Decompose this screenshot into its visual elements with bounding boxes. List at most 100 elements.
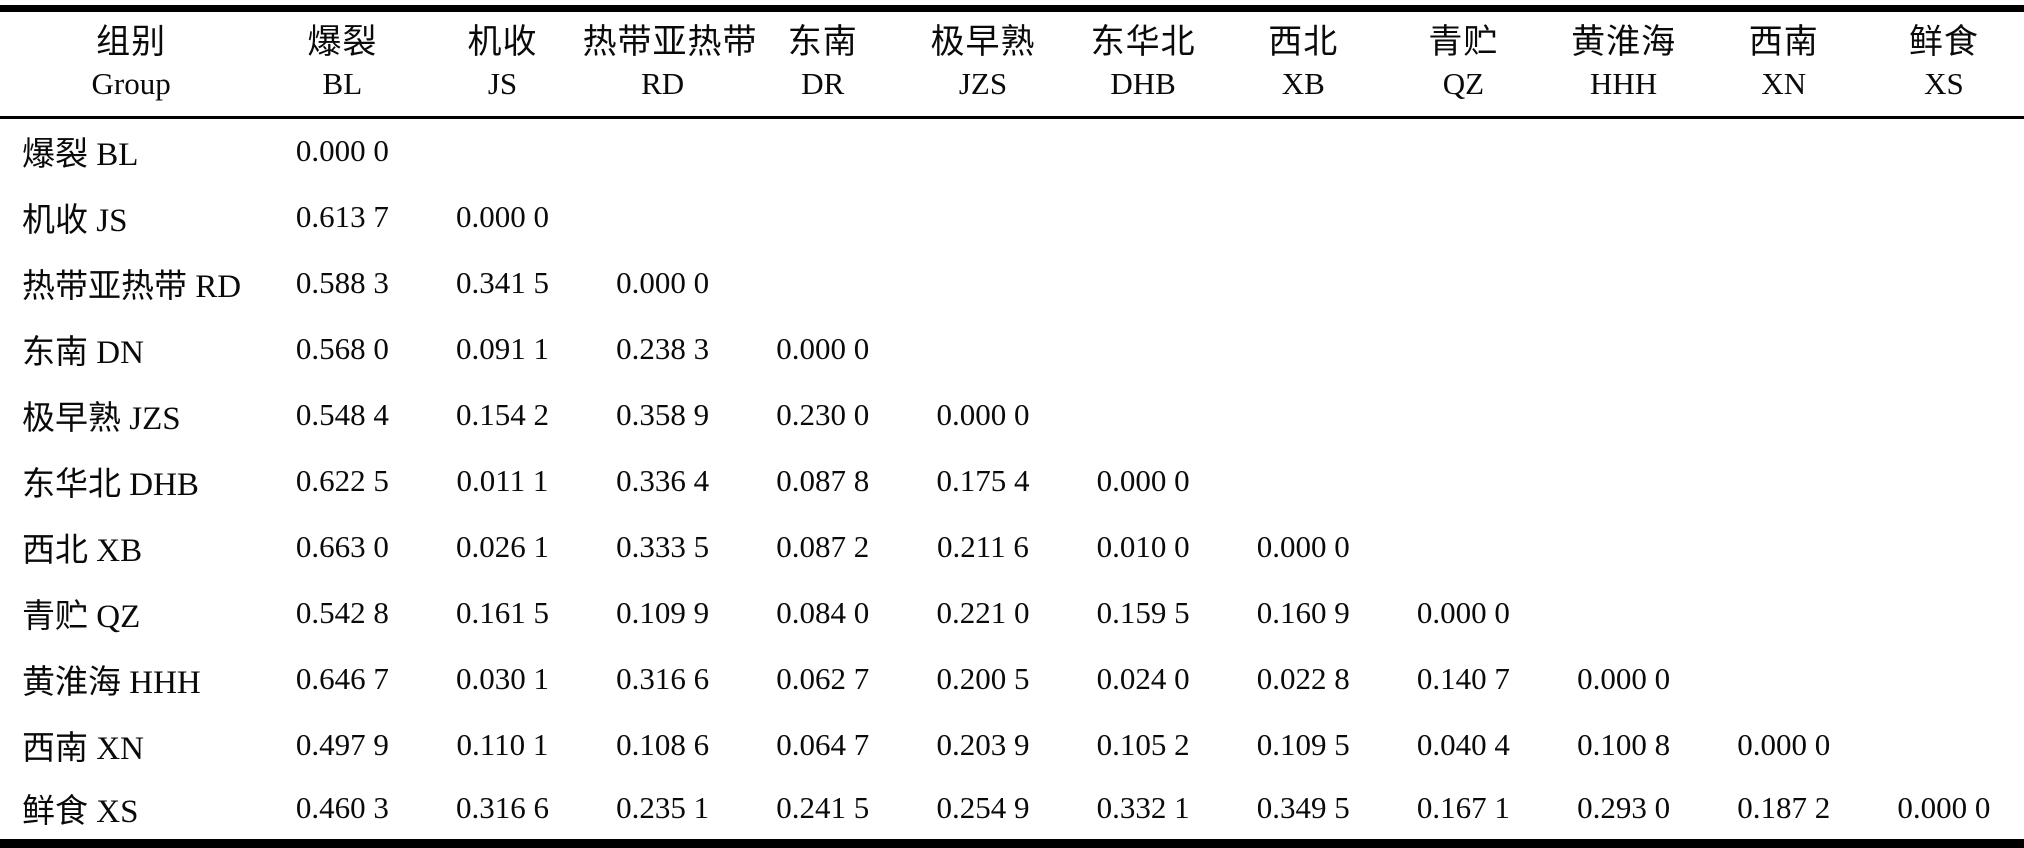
distance-value-cell: 0.000 0 (776, 330, 870, 366)
empty-cell (743, 118, 903, 184)
distance-value-cell: 0.105 2 (1096, 726, 1190, 762)
distance-value-cell: 0.040 4 (1416, 726, 1510, 762)
table-body: 爆裂 BL 0.000 0 机收 JS 0.613 7 0.000 0 热带亚热带 RD 0… (0, 118, 2024, 844)
empty-cell (1864, 382, 2024, 448)
column-header-chinese: 东华北 (1090, 24, 1196, 61)
column-header-chinese: 机收 (467, 24, 538, 61)
column-header-code: RD (641, 66, 685, 101)
table-row: 机收 JS 0.613 7 0.000 0 (0, 184, 2024, 250)
empty-cell (1544, 250, 1704, 316)
table-header: 组别 Group 爆裂 BL 机收 JS 热带亚热带 RD 东南 DR 极早熟 JZS 东华北 DHB 西北… (0, 8, 2024, 119)
empty-cell (1704, 646, 1864, 712)
row-label: 鲜食 XS (22, 794, 139, 831)
distance-value-cell: 0.542 8 (295, 594, 389, 630)
empty-cell (743, 250, 903, 316)
column-header-code: Group (91, 66, 171, 101)
distance-value-cell: 0.200 5 (936, 660, 1030, 696)
column-header-jzs: 极早熟 JZS (902, 8, 1064, 119)
row-label: 爆裂 BL (22, 137, 139, 174)
distance-value-cell: 0.161 5 (455, 594, 549, 630)
column-header-qz: 青贮 QZ (1383, 8, 1544, 119)
distance-value-cell: 0.022 8 (1256, 660, 1350, 696)
empty-cell (1223, 118, 1383, 184)
distance-value-cell: 0.024 0 (1096, 660, 1190, 696)
row-label: 东华北 DHB (22, 466, 199, 503)
distance-value-cell: 0.084 0 (776, 594, 870, 630)
column-header-code: BL (322, 66, 363, 101)
distance-value-cell: 0.646 7 (295, 660, 389, 696)
distance-value-cell: 0.341 5 (455, 264, 549, 300)
distance-value-cell: 0.316 6 (616, 660, 710, 696)
column-header-chinese: 黄淮海 (1571, 24, 1677, 61)
distance-value-cell: 0.010 0 (1096, 528, 1190, 564)
row-label: 极早熟 JZS (22, 400, 181, 437)
distance-value-cell: 0.230 0 (776, 396, 870, 432)
empty-cell (1383, 250, 1543, 316)
table-row: 青贮 QZ 0.542 8 0.161 5 0.109 9 0.084 0 0.221 0… (0, 580, 2024, 646)
empty-cell (583, 184, 743, 250)
empty-cell (1063, 118, 1223, 184)
empty-cell (1704, 382, 1864, 448)
empty-cell (1544, 514, 1704, 580)
table-row: 西南 XN 0.497 9 0.110 1 0.108 6 0.064 7 0.203 9… (0, 712, 2024, 778)
empty-cell (1704, 316, 1864, 382)
empty-cell (1383, 118, 1543, 184)
distance-value-cell: 0.316 6 (455, 790, 549, 826)
distance-value-cell: 0.030 1 (455, 660, 549, 696)
empty-cell (1223, 316, 1383, 382)
distance-value-cell: 0.622 5 (295, 462, 389, 498)
table-row: 爆裂 BL 0.000 0 (0, 118, 2024, 184)
distance-value-cell: 0.254 9 (936, 790, 1030, 826)
distance-value-cell: 0.333 5 (616, 528, 710, 564)
distance-value-cell: 0.167 1 (1416, 790, 1510, 826)
column-header-chinese: 热带亚热带 (582, 24, 758, 61)
table-row: 极早熟 JZS 0.548 4 0.154 2 0.358 9 0.230 0 0.000… (0, 382, 2024, 448)
distance-value-cell: 0.175 4 (936, 462, 1030, 498)
empty-cell (1704, 580, 1864, 646)
column-header-chinese: 爆裂 (307, 24, 378, 61)
distance-value-cell: 0.187 2 (1737, 790, 1831, 826)
column-header-chinese: 东南 (787, 24, 858, 61)
distance-value-cell: 0.238 3 (616, 330, 710, 366)
empty-cell (1864, 250, 2024, 316)
row-label: 黄淮海 HHH (22, 664, 201, 701)
empty-cell (1704, 514, 1864, 580)
empty-cell (1704, 184, 1864, 250)
empty-cell (1544, 382, 1704, 448)
empty-cell (1864, 646, 2024, 712)
empty-cell (1544, 448, 1704, 514)
column-header-code: XB (1281, 66, 1325, 101)
empty-cell (1383, 382, 1543, 448)
empty-cell (1063, 382, 1223, 448)
distance-value-cell: 0.000 0 (1897, 790, 1991, 826)
distance-value-cell: 0.000 0 (455, 198, 549, 234)
distance-value-cell: 0.332 1 (1096, 790, 1190, 826)
distance-value-cell: 0.000 0 (295, 133, 389, 169)
column-header-xb: 西北 XB (1223, 8, 1384, 119)
distance-value-cell: 0.497 9 (295, 726, 389, 762)
empty-cell (1864, 712, 2024, 778)
distance-value-cell: 0.000 0 (1256, 528, 1350, 564)
table-row: 黄淮海 HHH 0.646 7 0.030 1 0.316 6 0.062 7 0.200… (0, 646, 2024, 712)
column-header-dr: 东南 DR (742, 8, 903, 119)
column-header-xs: 鲜食 XS (1863, 8, 2024, 119)
empty-cell (1864, 316, 2024, 382)
distance-value-cell: 0.221 0 (936, 594, 1030, 630)
distance-value-cell: 0.336 4 (616, 462, 710, 498)
column-header-chinese: 青贮 (1428, 24, 1499, 61)
empty-cell (1544, 184, 1704, 250)
distance-value-cell: 0.000 0 (616, 264, 710, 300)
empty-cell (1383, 448, 1543, 514)
table-row: 热带亚热带 RD 0.588 3 0.341 5 0.000 0 (0, 250, 2024, 316)
empty-cell (903, 250, 1063, 316)
distance-value-cell: 0.140 7 (1416, 660, 1510, 696)
empty-cell (1704, 448, 1864, 514)
column-header-hhh: 黄淮海 HHH (1543, 8, 1704, 119)
empty-cell (1864, 184, 2024, 250)
distance-value-cell: 0.663 0 (295, 528, 389, 564)
row-label: 西南 XN (22, 730, 144, 767)
column-header-chinese: 鲜食 (1908, 24, 1979, 61)
empty-cell (1864, 580, 2024, 646)
distance-value-cell: 0.000 0 (936, 396, 1030, 432)
